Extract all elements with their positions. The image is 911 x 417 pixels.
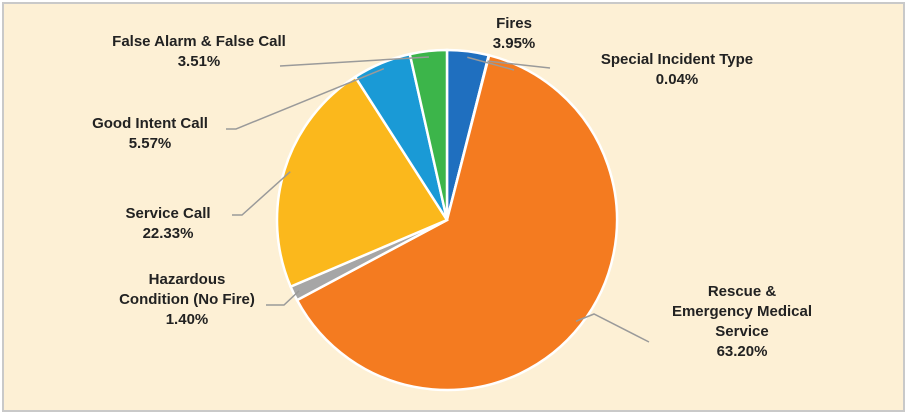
leader-line-1 — [487, 60, 551, 69]
slice-labels: Fires 3.95% Special Incident Type 0.04% Resc… — [92, 15, 812, 360]
slice-category-label-3: Condition (No Fire) — [119, 291, 255, 308]
slice-value-label-3: 1.40% — [166, 311, 209, 328]
leader-lines — [226, 56, 650, 343]
slice-category-label-4: Service Call — [125, 205, 210, 222]
slice-category-label-2: Service — [715, 323, 768, 340]
slice-category-label-3: Hazardous — [149, 271, 226, 288]
leader-line-0 — [467, 56, 515, 71]
slice-category-label-5: Good Intent Call — [92, 115, 208, 132]
leader-line-5 — [226, 67, 385, 130]
slice-value-label-5: 5.57% — [129, 135, 172, 152]
leader-line-6 — [279, 56, 429, 67]
pie-slices — [275, 48, 619, 392]
leader-line-4 — [232, 171, 291, 216]
slice-value-label-0: 3.95% — [493, 35, 536, 52]
leader-line-2 — [575, 313, 650, 343]
pie-slice-4 — [275, 75, 449, 289]
slice-category-label-2: Rescue & — [708, 283, 777, 300]
leader-line-3 — [266, 290, 300, 306]
slice-value-label-2: 63.20% — [717, 343, 768, 360]
pie-slice-2 — [295, 53, 619, 392]
slice-category-label-0: Fires — [496, 15, 532, 32]
pie-slice-6 — [408, 48, 449, 221]
slice-value-label-1: 0.04% — [656, 71, 699, 88]
slice-category-label-1: Special Incident Type — [601, 51, 753, 68]
slice-value-label-4: 22.33% — [143, 225, 194, 242]
slice-value-label-6: 3.51% — [178, 53, 221, 70]
slice-category-label-6: False Alarm & False Call — [112, 33, 286, 50]
slice-category-label-2: Emergency Medical — [672, 303, 812, 320]
chart-frame: Fires 3.95% Special Incident Type 0.04% Resc… — [2, 2, 905, 412]
pie-chart: Fires 3.95% Special Incident Type 0.04% Resc… — [92, 15, 812, 392]
